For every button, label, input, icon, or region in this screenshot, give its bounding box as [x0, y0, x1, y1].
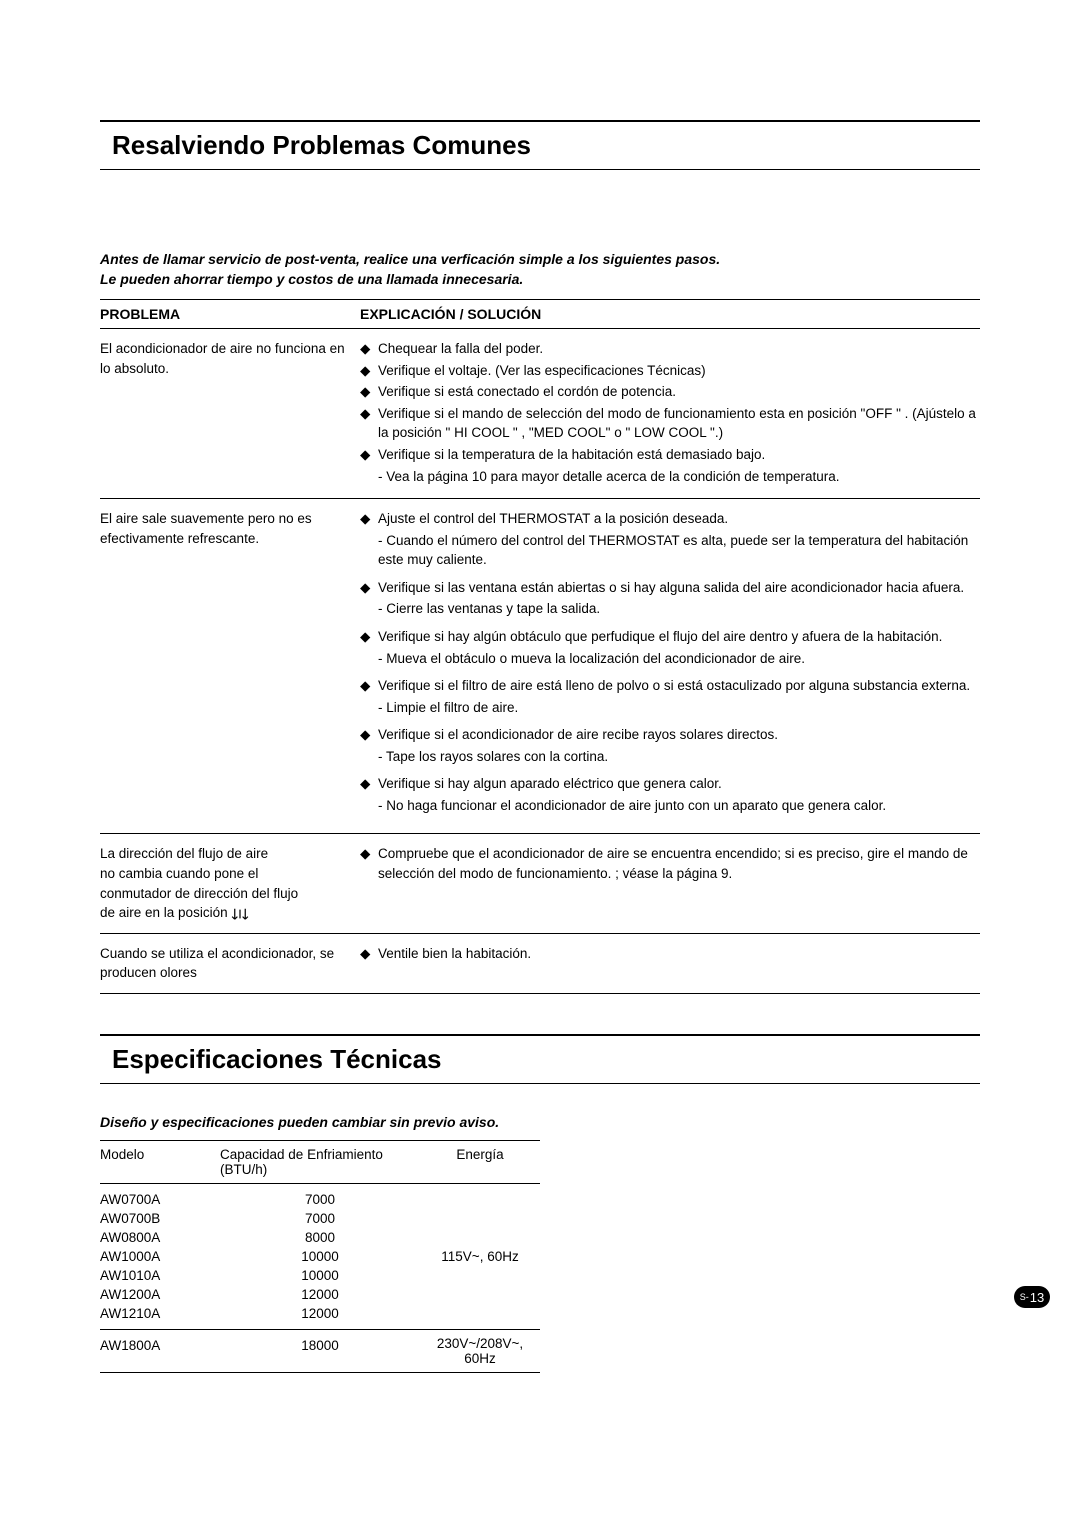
intro-line: Antes de llamar servicio de post-venta, … — [100, 250, 980, 270]
table-header-row: PROBLEMA EXPLICACIÓN / SOLUCIÓN — [100, 299, 980, 329]
bullet-text: Verifique si hay algun aparado eléctrico… — [378, 774, 980, 794]
bullet-text: Verifique si el acondicionador de aire r… — [378, 725, 980, 745]
sub-text: - Mueva el obtáculo o mueva la localizac… — [360, 649, 980, 669]
bullet-text: Chequear la falla del poder. — [378, 339, 980, 359]
bullet-icon: ◆ — [360, 404, 378, 424]
problem-line: no cambia cuando pone el — [100, 864, 350, 884]
spec-row: AW1000A10000 — [100, 1247, 420, 1266]
spec-row: AW0800A8000 — [100, 1228, 420, 1247]
sub-text: - No haga funcionar el acondicionador de… — [360, 796, 980, 816]
spec-model: AW0800A — [100, 1230, 220, 1245]
spec-model: AW1010A — [100, 1268, 220, 1283]
bullet-text: Verifique si está conectado el cordón de… — [378, 382, 980, 402]
sub-text: - Limpie el filtro de aire. — [360, 698, 980, 718]
bullet-icon: ◆ — [360, 944, 378, 964]
bullet-text: Verifique si hay algún obtáculo que perf… — [378, 627, 980, 647]
section-title-troubleshooting: Resalviendo Problemas Comunes — [100, 120, 980, 170]
bullet-text: Compruebe que el acondicionador de aire … — [378, 844, 980, 883]
sub-text: - Vea la página 10 para mayor detalle ac… — [360, 467, 980, 487]
solution-cell: ◆Ventile bien la habitación. — [360, 944, 980, 983]
spec-header-model: Modelo — [100, 1147, 220, 1177]
spec-cap: 18000 — [220, 1338, 420, 1353]
problem-line: La dirección del flujo de aire — [100, 844, 350, 864]
spec-cap: 7000 — [220, 1211, 420, 1226]
spec-model: AW0700B — [100, 1211, 220, 1226]
spec-model: AW1000A — [100, 1249, 220, 1264]
solution-cell: ◆Chequear la falla del poder. ◆Verifique… — [360, 339, 980, 488]
problem-cell: El acondicionador de aire no funciona en… — [100, 339, 360, 488]
bullet-icon: ◆ — [360, 578, 378, 598]
spec-cap: 12000 — [220, 1287, 420, 1302]
troubleshooting-table: PROBLEMA EXPLICACIÓN / SOLUCIÓN El acond… — [100, 299, 980, 994]
page-number-badge: S-13 — [1014, 1286, 1050, 1308]
spec-header-capacity: Capacidad de Enfriamiento (BTU/h) — [220, 1147, 420, 1177]
spec-group: AW0700A7000 AW0700B7000 AW0800A8000 AW10… — [100, 1184, 540, 1330]
bullet-text: Verifique si la temperatura de la habita… — [378, 445, 980, 465]
spec-row: AW0700A7000 — [100, 1190, 420, 1209]
spec-energy: 115V~, 60Hz — [420, 1190, 540, 1323]
spec-header-row: Modelo Capacidad de Enfriamiento (BTU/h)… — [100, 1140, 540, 1184]
spec-group: AW1800A18000 230V~/208V~, 60Hz — [100, 1330, 540, 1373]
document-page: Resalviendo Problemas Comunes Antes de l… — [0, 0, 1080, 1433]
header-solution: EXPLICACIÓN / SOLUCIÓN — [360, 306, 980, 322]
sub-text: - Tape los rayos solares con la cortina. — [360, 747, 980, 767]
problem-line: conmutador de dirección del flujo — [100, 884, 350, 904]
solution-cell: ◆Compruebe que el acondicionador de aire… — [360, 844, 980, 922]
bullet-icon: ◆ — [360, 382, 378, 402]
bullet-icon: ◆ — [360, 774, 378, 794]
problem-line: de aire en la posición — [100, 903, 350, 923]
bullet-icon: ◆ — [360, 339, 378, 359]
intro-line: Le pueden ahorrar tiempo y costos de una… — [100, 270, 980, 290]
spec-header-energy: Energía — [420, 1147, 540, 1177]
solution-cell: ◆Ajuste el control del THERMOSTAT a la p… — [360, 509, 980, 823]
bullet-icon: ◆ — [360, 509, 378, 529]
bullet-icon: ◆ — [360, 676, 378, 696]
table-row: La dirección del flujo de aire no cambia… — [100, 834, 980, 933]
spec-cap: 7000 — [220, 1192, 420, 1207]
spec-cap: 8000 — [220, 1230, 420, 1245]
table-row: Cuando se utiliza el acondicionador, se … — [100, 934, 980, 994]
bullet-icon: ◆ — [360, 725, 378, 745]
spec-row: AW0700B7000 — [100, 1209, 420, 1228]
sub-text: - Cuando el número del control del THERM… — [360, 531, 980, 570]
intro-text: Antes de llamar servicio de post-venta, … — [100, 250, 980, 289]
spec-section: Especificaciones Técnicas Diseño y espec… — [100, 1034, 980, 1373]
spec-cap: 12000 — [220, 1306, 420, 1321]
problem-cell: La dirección del flujo de aire no cambia… — [100, 844, 360, 922]
spec-model: AW1200A — [100, 1287, 220, 1302]
bullet-icon: ◆ — [360, 627, 378, 647]
bullet-text: Verifique si el mando de selección del m… — [378, 404, 980, 443]
problem-line-text: de aire en la posición — [100, 905, 228, 920]
spec-energy: 230V~/208V~, 60Hz — [420, 1336, 540, 1366]
page-prefix: S- — [1020, 1292, 1029, 1302]
spec-table: Modelo Capacidad de Enfriamiento (BTU/h)… — [100, 1140, 540, 1373]
bullet-icon: ◆ — [360, 445, 378, 465]
spec-note: Diseño y especificaciones pueden cambiar… — [100, 1114, 980, 1130]
section-title-specs: Especificaciones Técnicas — [100, 1034, 980, 1084]
spec-cap: 10000 — [220, 1249, 420, 1264]
bullet-icon: ◆ — [360, 361, 378, 381]
bullet-text: Verifique el voltaje. (Ver las especific… — [378, 361, 980, 381]
bullet-icon: ◆ — [360, 844, 378, 864]
problem-cell: Cuando se utiliza el acondicionador, se … — [100, 944, 360, 983]
spec-model: AW1210A — [100, 1306, 220, 1321]
sub-text: - Cierre las ventanas y tape la salida. — [360, 599, 980, 619]
spec-row: AW1210A12000 — [100, 1304, 420, 1323]
spec-row: AW1800A18000 — [100, 1336, 420, 1355]
table-row: El aire sale suavemente pero no es efect… — [100, 499, 980, 834]
spec-row: AW1200A12000 — [100, 1285, 420, 1304]
bullet-text: Ventile bien la habitación. — [378, 944, 980, 964]
spec-cap: 10000 — [220, 1268, 420, 1283]
spec-row: AW1010A10000 — [100, 1266, 420, 1285]
page-num: 13 — [1030, 1290, 1044, 1305]
table-row: El acondicionador de aire no funciona en… — [100, 329, 980, 499]
bullet-text: Ajuste el control del THERMOSTAT a la po… — [378, 509, 980, 529]
spec-model: AW0700A — [100, 1192, 220, 1207]
swing-direction-icon — [231, 907, 249, 921]
bullet-text: Verifique si las ventana están abiertas … — [378, 578, 980, 598]
spec-model: AW1800A — [100, 1338, 220, 1353]
problem-cell: El aire sale suavemente pero no es efect… — [100, 509, 360, 823]
bullet-text: Verifique si el filtro de aire está llen… — [378, 676, 980, 696]
header-problem: PROBLEMA — [100, 306, 360, 322]
